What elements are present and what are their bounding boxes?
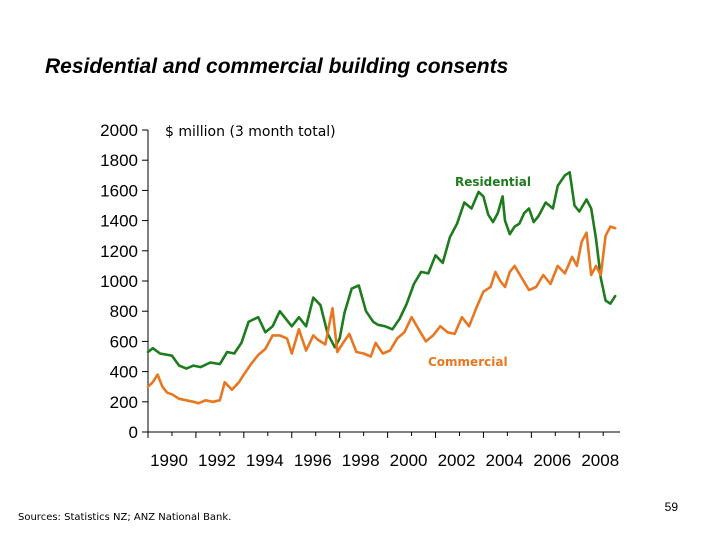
y-tick-label: 800 xyxy=(110,302,138,321)
x-tick-label: 1996 xyxy=(294,451,332,470)
x-tick-label: 2008 xyxy=(581,451,619,470)
sources-note: Sources: Statistics NZ; ANZ National Ban… xyxy=(18,512,232,523)
x-tick-label: 2000 xyxy=(390,451,428,470)
y-tick-label: 0 xyxy=(129,423,138,442)
y-tick-label: 600 xyxy=(110,332,138,351)
series-label-commercial: Commercial xyxy=(428,355,508,369)
x-tick-label: 1990 xyxy=(150,451,188,470)
series-label-residential: Residential xyxy=(455,175,531,189)
chart-axes: 0 200 400 600 800 1000 1200 1400 1600 1800 2000 199… xyxy=(100,121,620,470)
x-tick-label: 2002 xyxy=(438,451,476,470)
unit-label: $ million (3 month total) xyxy=(165,124,336,140)
y-tick-label: 1200 xyxy=(100,242,138,261)
series-line-residential xyxy=(146,171,617,370)
y-tick-label: 1400 xyxy=(100,212,138,231)
y-tick-label: 200 xyxy=(110,393,138,412)
y-tick-label: 2000 xyxy=(100,121,138,140)
x-tick-label: 1994 xyxy=(246,451,284,470)
x-tick-label: 1992 xyxy=(198,451,236,470)
y-tick-label: 1800 xyxy=(100,151,138,170)
x-tick-label: 2004 xyxy=(486,451,524,470)
series-line-commercial xyxy=(146,225,617,405)
slide-title: Residential and commercial building cons… xyxy=(45,55,509,78)
x-tick-label: 2006 xyxy=(533,451,571,470)
y-tick-label: 1600 xyxy=(100,181,138,200)
page-number: 59 xyxy=(664,500,678,514)
y-tick-label: 1000 xyxy=(100,272,138,291)
chart-plot-area xyxy=(146,171,617,405)
x-tick-label: 1998 xyxy=(342,451,380,470)
y-tick-label: 400 xyxy=(110,363,138,382)
